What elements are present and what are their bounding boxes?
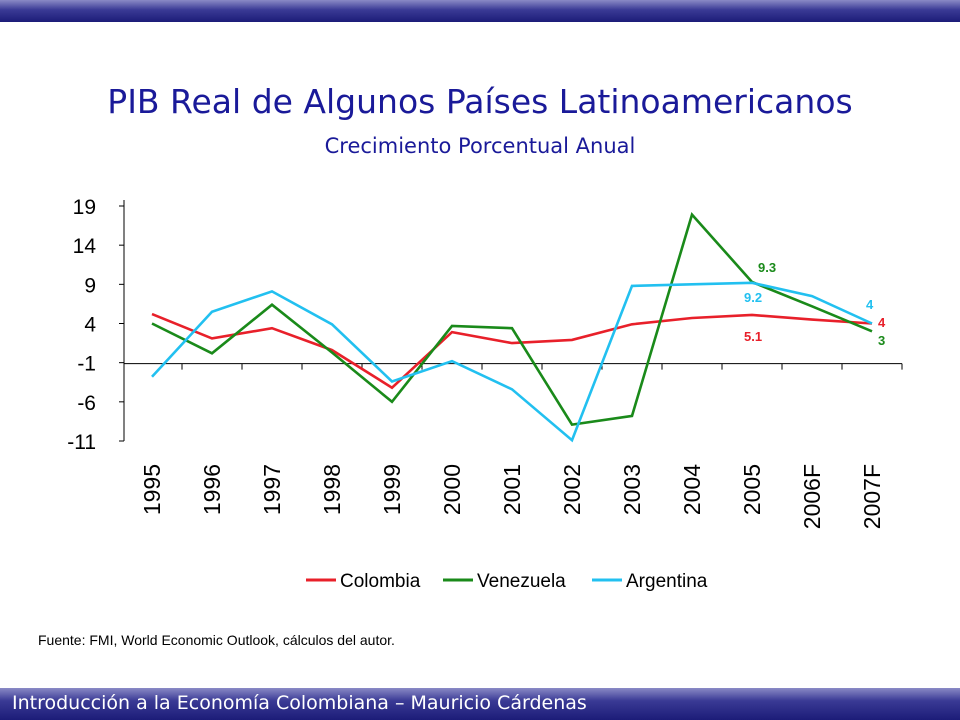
y-tick-label: 14: [73, 235, 97, 258]
footer-text: Introducción a la Economía Colombiana – …: [12, 692, 587, 714]
gdp-growth-chart: 19 14 9 4 -1 -6 -11 1995 1996 1997 1998 1999 2000 200…: [67, 196, 903, 592]
legend-label: Venezuela: [477, 571, 566, 592]
data-label: 4: [866, 297, 874, 312]
data-label: 9.2: [744, 290, 762, 305]
y-tick-label: 19: [73, 196, 96, 219]
x-tick-label: 1995: [139, 464, 165, 515]
y-tick-label: -6: [77, 392, 96, 415]
x-tick-label: 2003: [619, 464, 645, 515]
x-tick-label: 2007F: [859, 464, 885, 529]
legend-label: Colombia: [340, 571, 421, 592]
slide-subtitle: Crecimiento Porcentual Anual: [324, 134, 636, 158]
y-tick-label: 4: [84, 314, 96, 337]
x-tick-label: 2002: [559, 464, 585, 515]
x-tick-label: 2005: [739, 464, 765, 515]
data-label: 4: [878, 315, 886, 330]
x-tick-label: 2001: [499, 464, 525, 515]
series-line-argentina: [151, 281, 873, 443]
x-tick-label: 1997: [259, 464, 285, 515]
data-label: 3: [878, 333, 885, 348]
y-tick-label: 9: [84, 274, 96, 297]
x-tick-label: 1996: [199, 464, 225, 515]
y-tick-label: -1: [77, 353, 96, 376]
source-note: Fuente: FMI, World Economic Outlook, cál…: [38, 632, 395, 648]
series-line-colombia: [151, 312, 873, 390]
x-tick-label: 2000: [439, 464, 465, 515]
x-tick-label: 1998: [319, 464, 345, 515]
data-label: 9.3: [758, 260, 776, 275]
x-tick-label: 1999: [379, 464, 405, 515]
slide-title: PIB Real de Algunos Países Latinoamerica…: [107, 82, 853, 121]
series-line-venezuela: [151, 211, 873, 427]
top-decorative-bar: [0, 0, 960, 22]
x-tick-label: 2004: [679, 464, 705, 515]
legend-label: Argentina: [626, 571, 708, 592]
bottom-decorative-bar: [0, 688, 960, 720]
data-label: 5.1: [744, 329, 762, 344]
x-tick-label: 2006F: [799, 464, 825, 529]
y-tick-label: -11: [67, 431, 96, 454]
